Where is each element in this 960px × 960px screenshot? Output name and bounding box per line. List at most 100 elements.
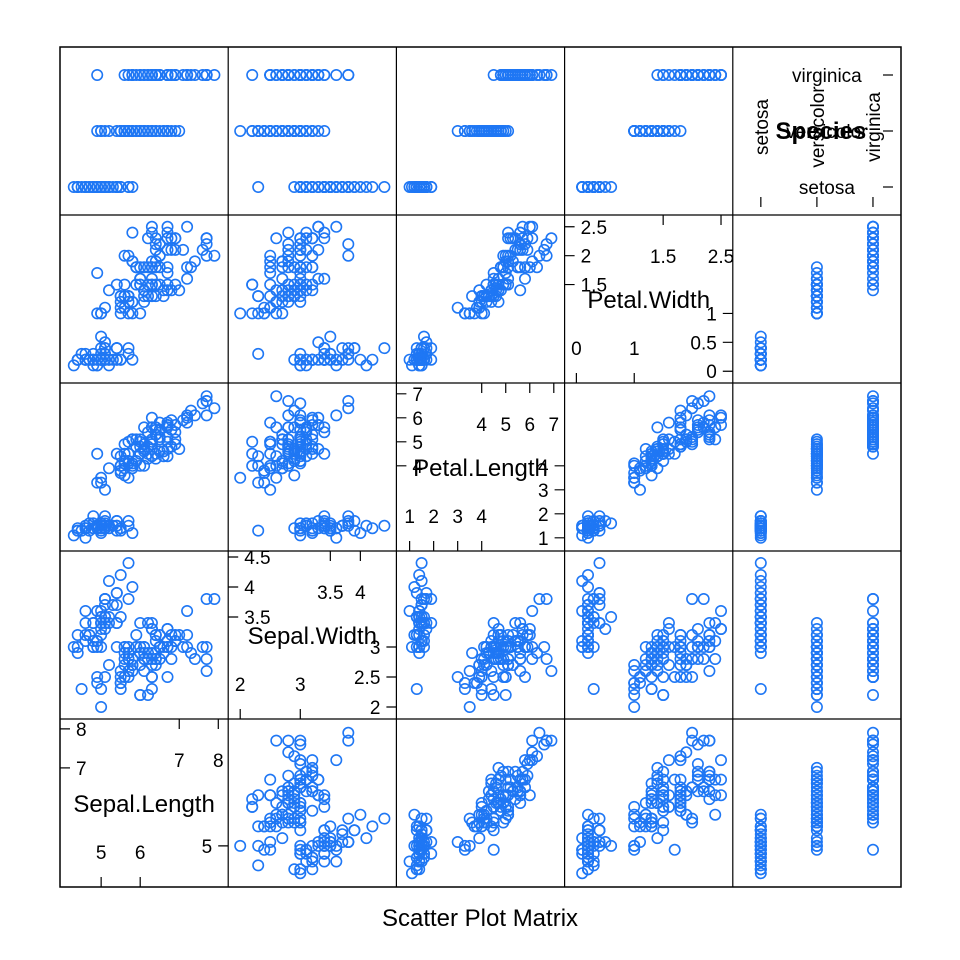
data-point	[138, 640, 151, 653]
data-point	[342, 249, 355, 262]
data-point	[487, 670, 500, 683]
data-point	[288, 290, 301, 303]
data-point	[181, 261, 194, 274]
data-point	[587, 812, 600, 825]
tick-label: 4	[476, 507, 487, 528]
data-point	[306, 261, 319, 274]
data-point	[246, 125, 259, 138]
data-point	[130, 261, 143, 274]
data-point	[502, 125, 515, 138]
data-point	[502, 765, 515, 778]
data-point	[866, 746, 879, 759]
tick-label: 8	[76, 720, 87, 741]
data-point	[674, 754, 687, 767]
data-point	[674, 781, 687, 794]
tick-label: 5	[96, 843, 107, 864]
data-point	[576, 574, 589, 587]
tick-label: 4	[538, 457, 549, 478]
data-point	[122, 640, 135, 653]
data-point	[754, 353, 767, 366]
data-point	[674, 670, 687, 683]
data-point	[581, 580, 594, 593]
data-point	[294, 69, 307, 82]
data-point	[134, 272, 147, 285]
data-point	[581, 598, 594, 611]
data-point	[282, 746, 295, 759]
data-point	[417, 640, 430, 653]
data-point	[754, 808, 767, 821]
data-point	[810, 278, 823, 291]
data-point	[118, 640, 131, 653]
data-point	[810, 622, 823, 635]
data-point	[264, 835, 277, 848]
data-point	[130, 640, 143, 653]
data-point	[581, 839, 594, 852]
data-point	[252, 859, 265, 872]
data-point	[502, 261, 515, 274]
data-point	[114, 664, 127, 677]
data-point	[657, 442, 670, 455]
data-point	[294, 812, 307, 825]
data-point	[270, 734, 283, 747]
data-point	[810, 839, 823, 852]
data-point	[276, 808, 289, 821]
data-point	[306, 785, 319, 798]
data-point	[145, 255, 158, 268]
data-point	[294, 804, 307, 817]
tick-label: 5	[500, 415, 511, 436]
data-point	[754, 522, 767, 535]
data-point	[114, 676, 127, 689]
tick-label: 2.5	[708, 247, 734, 268]
data-point	[288, 863, 301, 876]
data-point	[680, 670, 693, 683]
data-point	[145, 69, 158, 82]
data-point	[866, 843, 879, 856]
data-point	[145, 616, 158, 629]
data-point	[83, 181, 96, 194]
data-point	[142, 69, 155, 82]
data-point	[306, 69, 319, 82]
data-point	[161, 266, 174, 279]
data-point	[149, 628, 162, 641]
data-point	[145, 652, 158, 665]
data-point	[657, 816, 670, 829]
data-point	[99, 616, 112, 629]
data-point	[103, 658, 116, 671]
data-point	[288, 261, 301, 274]
data-point	[276, 789, 289, 802]
data-point	[336, 353, 349, 366]
data-point	[478, 812, 491, 825]
data-point	[264, 125, 277, 138]
data-point	[523, 622, 536, 635]
data-point	[413, 855, 426, 868]
data-point	[130, 628, 143, 641]
data-point	[282, 243, 295, 256]
data-point	[628, 812, 641, 825]
data-point	[282, 816, 295, 829]
data-point	[810, 640, 823, 653]
data-point	[165, 652, 178, 665]
data-point	[810, 664, 823, 677]
data-point	[538, 640, 551, 653]
data-point	[282, 421, 295, 434]
data-point	[645, 785, 658, 798]
data-point	[703, 634, 716, 647]
data-point	[252, 820, 265, 833]
data-point	[502, 272, 515, 285]
data-point	[686, 628, 699, 641]
data-point	[599, 622, 612, 635]
data-point	[754, 610, 767, 623]
data-point	[645, 652, 658, 665]
data-point	[628, 688, 641, 701]
data-point	[599, 181, 612, 194]
data-point	[153, 640, 166, 653]
data-point	[126, 226, 139, 239]
data-point	[276, 433, 289, 446]
data-point	[593, 812, 606, 825]
data-point	[674, 646, 687, 659]
data-point	[87, 616, 100, 629]
data-point	[264, 816, 277, 829]
data-point	[264, 290, 277, 303]
data-point	[866, 232, 879, 245]
data-point	[866, 670, 879, 683]
